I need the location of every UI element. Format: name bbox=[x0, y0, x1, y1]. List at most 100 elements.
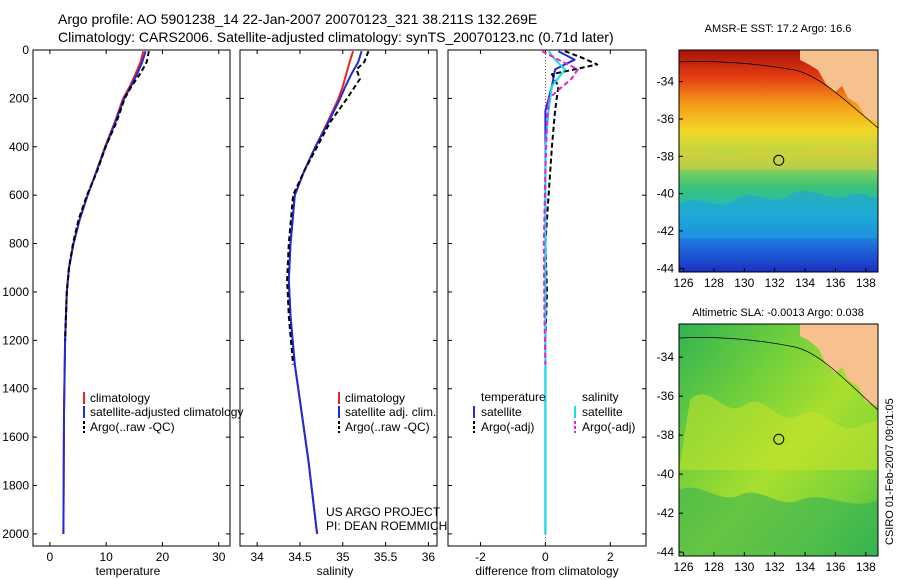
x-tick-label: -2 bbox=[475, 550, 486, 564]
sst-map-title: AMSR-E SST: 17.2 Argo: 16.6 bbox=[705, 23, 852, 35]
difference-x-ticks: -2 0 2 bbox=[475, 50, 614, 564]
lat-tick-label: -40 bbox=[657, 187, 675, 201]
argo-float-marker bbox=[773, 154, 785, 166]
lon-tick-label: 136 bbox=[825, 276, 845, 290]
lon-tick-label: 128 bbox=[704, 560, 724, 574]
x-tick-label: 34 bbox=[250, 550, 264, 564]
legend-label-temp-argo: Argo(-adj) bbox=[481, 420, 534, 434]
sla-positive-anomalies bbox=[679, 394, 878, 470]
temperature-x-label: temperature bbox=[96, 564, 161, 578]
temperature-series bbox=[62, 50, 150, 534]
y-tick-label: 2000 bbox=[2, 527, 29, 541]
temperature-axes-box bbox=[32, 49, 231, 547]
x-tick-label: 30 bbox=[212, 550, 226, 564]
header-line-1: Argo profile: AO 5901238_14 22-Jan-2007 … bbox=[58, 11, 537, 27]
sla-negative-anomalies bbox=[679, 487, 878, 556]
legend-title-salinity: salinity bbox=[582, 390, 619, 404]
series-line-temperature-satellite bbox=[544, 50, 576, 534]
sst-lat-ticks: -34 -36 -38 -40 -42 -44 bbox=[657, 75, 683, 275]
x-tick-label: 2 bbox=[607, 550, 614, 564]
x-tick-label: 20 bbox=[156, 550, 170, 564]
salinity-panel: 34 34.5 35 35.5 36 salinity climatology sate… bbox=[239, 49, 447, 578]
lat-tick-label: -34 bbox=[657, 350, 675, 364]
difference-y-ticks bbox=[448, 49, 646, 535]
csiro-timestamp: CSIRO 01-Feb-2007 09:01:05 bbox=[884, 398, 896, 545]
series-line-climatology bbox=[287, 50, 355, 535]
x-tick-label: 10 bbox=[99, 550, 113, 564]
legend-label-temp-satellite: satellite bbox=[481, 405, 522, 419]
y-tick-label: 0 bbox=[22, 43, 29, 57]
lon-tick-label: 130 bbox=[734, 276, 754, 290]
sst-front-band bbox=[679, 146, 878, 170]
sla-map-panel: Altimetric SLA: -0.0013 Argo: 0.038 -34 -… bbox=[657, 307, 879, 574]
lon-tick-label: 134 bbox=[795, 560, 815, 574]
credit-project: US ARGO PROJECT bbox=[326, 505, 441, 519]
salinity-axes-box bbox=[239, 49, 438, 547]
difference-axes-box bbox=[447, 49, 647, 547]
legend-title-temperature: temperature bbox=[481, 390, 546, 404]
shelf-contour bbox=[679, 337, 878, 411]
y-tick-label: 200 bbox=[9, 91, 29, 105]
lon-tick-label: 138 bbox=[856, 560, 876, 574]
sla-map-frame bbox=[678, 323, 879, 557]
lat-tick-label: -38 bbox=[657, 428, 675, 442]
series-line-argo-raw-qc bbox=[64, 51, 150, 341]
x-tick-label: 35.5 bbox=[374, 550, 398, 564]
legend-label-sal-argo: Argo(-adj) bbox=[582, 420, 635, 434]
y-tick-label: 600 bbox=[9, 188, 29, 202]
sla-map-title: Altimetric SLA: -0.0013 Argo: 0.038 bbox=[692, 307, 864, 319]
lon-tick-label: 136 bbox=[825, 560, 845, 574]
sla-lon-ticks: 126 128 130 132 134 136 138 bbox=[674, 552, 876, 574]
legend-label-argo: Argo(..raw -QC) bbox=[90, 420, 175, 434]
y-tick-label: 1200 bbox=[2, 333, 29, 347]
legend-label-climatology: climatology bbox=[90, 391, 150, 405]
lat-tick-label: -42 bbox=[657, 506, 675, 520]
lat-tick-label: -42 bbox=[657, 224, 675, 238]
salinity-y-ticks bbox=[240, 49, 437, 535]
temperature-legend: climatology satellite-adjusted climatolo… bbox=[83, 391, 243, 434]
lat-tick-label: -34 bbox=[657, 75, 675, 89]
x-tick-label: 34.5 bbox=[288, 550, 312, 564]
lon-tick-label: 126 bbox=[674, 276, 694, 290]
lon-tick-label: 128 bbox=[704, 276, 724, 290]
lon-tick-label: 132 bbox=[765, 560, 785, 574]
header-line-2: Climatology: CARS2006. Satellite-adjuste… bbox=[58, 29, 614, 45]
sst-lon-ticks: 126 128 130 132 134 136 138 bbox=[674, 268, 876, 290]
temperature-panel: 0 200 400 600 800 1000 1200 1400 1600 1800 2000 0 1… bbox=[2, 43, 243, 578]
series-line-argo-raw-qc bbox=[286, 50, 370, 365]
lat-tick-label: -38 bbox=[657, 149, 675, 163]
lat-tick-label: -36 bbox=[657, 112, 675, 126]
sst-map-panel: AMSR-E SST: 17.2 Argo: 16.6 -34 -36 -38 -40… bbox=[657, 23, 879, 290]
salinity-series bbox=[286, 50, 370, 535]
lon-tick-label: 138 bbox=[856, 276, 876, 290]
series-line-satellite-adj-clim bbox=[287, 50, 363, 535]
sst-cool-eddies bbox=[679, 190, 878, 238]
temperature-x-ticks: 0 10 20 30 bbox=[47, 50, 226, 564]
difference-legend: temperature satellite Argo(-adj) salinit… bbox=[473, 390, 635, 434]
series-line-climatology bbox=[62, 50, 145, 534]
series-line-salinity-satellite bbox=[544, 50, 566, 534]
y-tick-label: 1800 bbox=[2, 479, 29, 493]
land-mass-australia bbox=[800, 50, 878, 122]
series-line-satellite-adjusted-climatology bbox=[62, 50, 147, 534]
legend-label-satellite: satellite-adjusted climatology bbox=[90, 405, 243, 419]
sst-map-frame bbox=[678, 49, 879, 273]
lon-tick-label: 132 bbox=[765, 276, 785, 290]
difference-panel: -2 0 2 difference from climatology tempera… bbox=[447, 49, 647, 578]
shelf-contour bbox=[679, 61, 878, 129]
y-tick-label: 800 bbox=[9, 237, 29, 251]
x-tick-label: 0 bbox=[542, 550, 549, 564]
legend-label-argo: Argo(..raw -QC) bbox=[345, 420, 430, 434]
lon-tick-label: 126 bbox=[674, 560, 694, 574]
y-tick-label: 1000 bbox=[2, 285, 29, 299]
salinity-legend: climatology satellite adj. clim. Argo(..… bbox=[338, 391, 436, 434]
land-mass-australia bbox=[800, 324, 878, 406]
x-tick-label: 35 bbox=[336, 550, 350, 564]
lat-tick-label: -40 bbox=[657, 467, 675, 481]
temperature-y-ticks: 0 200 400 600 800 1000 1200 1400 1600 1800 2000 bbox=[2, 43, 230, 541]
legend-label-satellite: satellite adj. clim. bbox=[345, 405, 436, 419]
difference-x-label: difference from climatology bbox=[475, 564, 618, 578]
salinity-x-label: salinity bbox=[317, 564, 354, 578]
x-tick-label: 0 bbox=[47, 550, 54, 564]
